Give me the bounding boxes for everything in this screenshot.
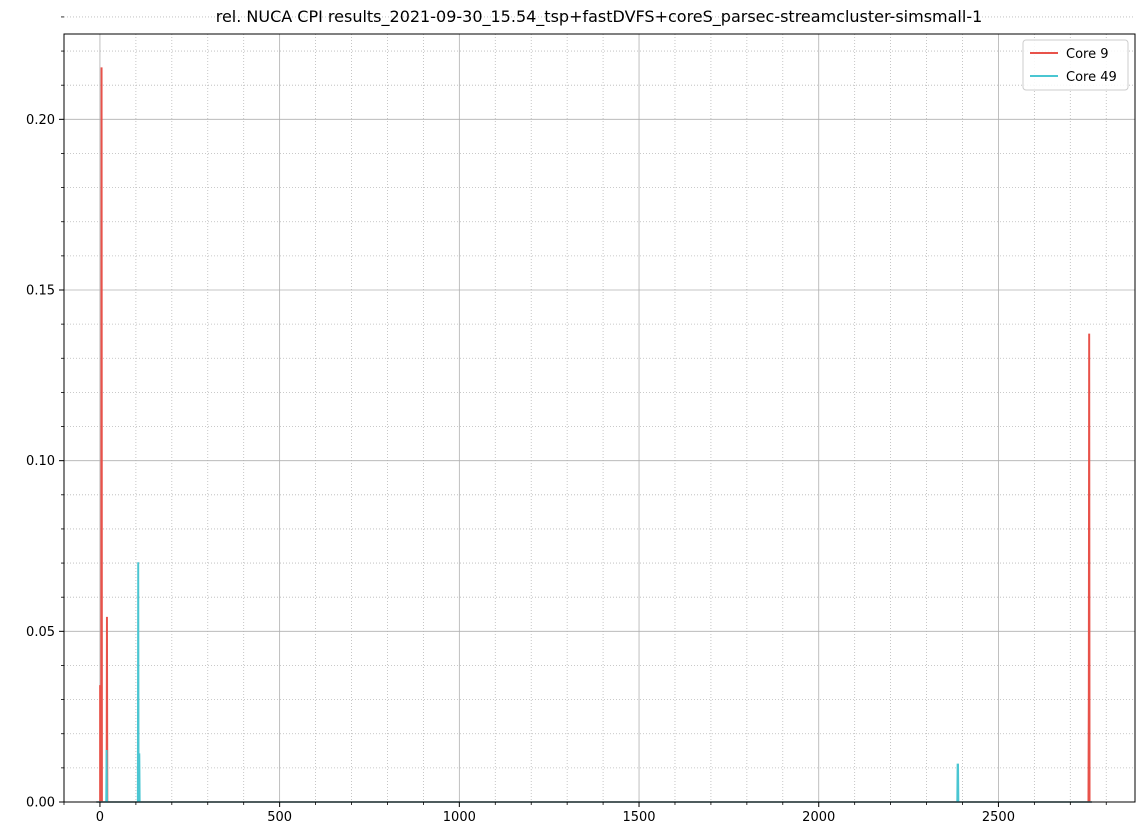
x-axis: 0 500 1000 1500 2000 2500	[63, 802, 1107, 825]
minor-grid	[63, 16, 1135, 802]
plot-frame	[63, 33, 1136, 803]
x-tick-label: 1500	[622, 810, 655, 825]
y-tick-label: 0.05	[26, 625, 55, 640]
chart-title: rel. NUCA CPI results_2021-09-30_15.54_t…	[216, 7, 983, 27]
y-tick-label: 0.10	[26, 454, 55, 469]
plot-background	[64, 34, 1135, 802]
x-tick-label: 1000	[443, 810, 476, 825]
y-tick-label: 0.20	[26, 113, 55, 128]
x-tick-label: 0	[96, 810, 104, 825]
legend-label-core-9: Core 9	[1066, 47, 1109, 62]
legend-label-core-49: Core 49	[1066, 70, 1117, 85]
y-tick-label: 0.15	[26, 284, 55, 299]
x-tick-label: 2500	[982, 810, 1015, 825]
legend: Core 9 Core 49	[1022, 39, 1129, 91]
y-tick-label: 0.00	[26, 796, 55, 811]
series-layer	[96, 67, 1092, 803]
x-tick-label: 2000	[802, 810, 835, 825]
series-line-core-9	[96, 67, 1092, 803]
x-tick-label: 500	[267, 810, 292, 825]
series-line-core-49	[96, 562, 1092, 803]
y-axis: 0.00 0.05 0.10 0.15 0.20	[26, 16, 64, 811]
